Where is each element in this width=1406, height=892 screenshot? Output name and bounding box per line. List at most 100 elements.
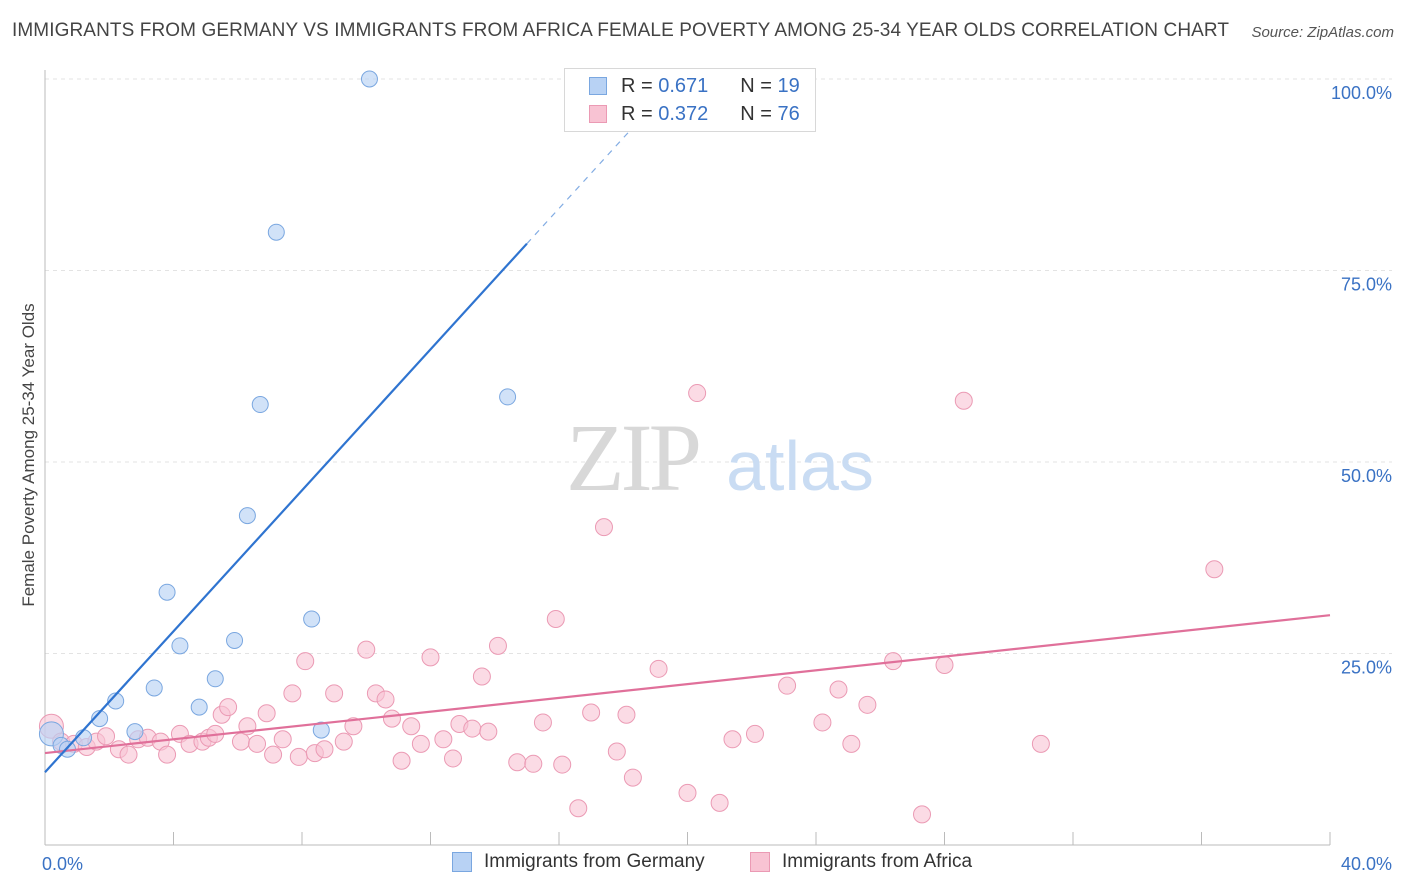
africa-point xyxy=(376,690,395,709)
africa-point xyxy=(710,793,729,812)
africa-point xyxy=(723,730,742,749)
germany-point xyxy=(126,723,144,741)
y-tick-label: 25.0% xyxy=(1341,658,1392,678)
africa-point xyxy=(434,730,453,749)
africa-point xyxy=(411,734,430,753)
germany-point xyxy=(267,223,285,241)
africa-n-value: 76 xyxy=(777,102,800,125)
germany-point xyxy=(206,670,224,688)
africa-point xyxy=(508,753,527,772)
africa-point xyxy=(594,518,613,537)
legend-row-germany: R = 0.671 N = 19 xyxy=(589,73,800,99)
africa-point xyxy=(334,732,353,751)
africa-point xyxy=(479,722,498,741)
germany-point xyxy=(251,396,269,414)
africa-point xyxy=(344,717,363,736)
africa-point xyxy=(463,719,482,738)
axis-layer: 25.0% 50.0% 75.0% 100.0% 0.0% 40.0% xyxy=(42,70,1392,874)
africa-swatch xyxy=(589,105,607,123)
africa-point xyxy=(813,713,832,732)
bottom-germany-swatch xyxy=(452,852,472,872)
africa-point xyxy=(524,754,543,773)
africa-point xyxy=(264,745,283,764)
africa-r-label: R = xyxy=(621,102,653,125)
africa-point xyxy=(623,768,642,787)
africa-point xyxy=(283,684,302,703)
africa-point xyxy=(289,747,308,766)
africa-point xyxy=(582,703,601,722)
africa-point xyxy=(533,713,552,732)
grid-layer xyxy=(45,78,1392,654)
africa-point xyxy=(649,659,668,678)
y-tick-label: 50.0% xyxy=(1341,466,1392,486)
watermark: ZIP atlas xyxy=(566,404,874,511)
trend-layer xyxy=(44,84,1331,773)
africa-points xyxy=(38,384,1224,824)
africa-point xyxy=(913,805,932,824)
germany-point xyxy=(190,698,208,716)
africa-point xyxy=(472,667,491,686)
watermark-zip: ZIP xyxy=(566,404,699,511)
germany-trend-line xyxy=(44,242,528,773)
africa-point xyxy=(273,730,292,749)
germany-point xyxy=(75,729,93,747)
x-tick-label: 40.0% xyxy=(1341,854,1392,874)
africa-point xyxy=(231,732,250,751)
africa-point xyxy=(421,648,440,667)
germany-point xyxy=(158,583,176,601)
africa-n-label: N = xyxy=(740,102,772,125)
y-tick-label: 75.0% xyxy=(1341,275,1392,295)
africa-point xyxy=(688,384,707,403)
africa-point xyxy=(158,745,177,764)
africa-r-value: 0.372 xyxy=(658,102,709,125)
germany-n-label: N = xyxy=(740,74,772,97)
germany-point xyxy=(91,710,109,728)
bottom-germany-label: Immigrants from Germany xyxy=(484,851,705,872)
africa-point xyxy=(935,655,954,674)
africa-point xyxy=(569,799,588,818)
africa-point xyxy=(617,705,636,724)
africa-point xyxy=(219,698,238,717)
africa-point xyxy=(1031,734,1050,753)
africa-point xyxy=(607,742,626,761)
africa-trend-line xyxy=(44,614,1331,755)
germany-point xyxy=(238,507,256,525)
africa-point xyxy=(119,745,138,764)
correlation-legend: R = 0.671 N = 19 R = 0.372 N = 76 xyxy=(564,68,816,132)
africa-point xyxy=(678,783,697,802)
legend-row-africa: R = 0.372 N = 76 xyxy=(589,101,800,127)
africa-point xyxy=(357,640,376,659)
germany-point xyxy=(360,70,378,88)
germany-point xyxy=(145,679,163,697)
watermark-atlas: atlas xyxy=(726,427,874,505)
africa-point xyxy=(392,751,411,770)
germany-point xyxy=(226,631,244,649)
germany-n-value: 19 xyxy=(777,74,800,97)
source-note: Source: ZipAtlas.com xyxy=(1251,24,1394,41)
bottom-legend-germany: Immigrants from Germany xyxy=(452,851,705,873)
x-tick-label: 0.0% xyxy=(42,854,83,874)
bottom-africa-swatch xyxy=(750,852,770,872)
bottom-africa-label: Immigrants from Africa xyxy=(782,851,973,872)
africa-point xyxy=(954,391,973,410)
africa-point xyxy=(402,717,421,736)
germany-point xyxy=(499,388,517,406)
africa-point xyxy=(97,727,116,746)
germany-point xyxy=(312,721,330,739)
africa-point xyxy=(858,695,877,714)
germany-point xyxy=(171,637,189,655)
germany-r-label: R = xyxy=(621,74,653,97)
africa-point xyxy=(553,755,572,774)
africa-point xyxy=(745,724,764,743)
y-tick-label: 100.0% xyxy=(1331,83,1392,103)
chart-title: IMMIGRANTS FROM GERMANY VS IMMIGRANTS FR… xyxy=(12,20,1230,41)
africa-point xyxy=(546,610,565,629)
africa-point xyxy=(488,636,507,655)
africa-point xyxy=(315,740,334,759)
germany-r-value: 0.671 xyxy=(658,74,709,97)
africa-point xyxy=(248,734,267,753)
africa-point xyxy=(842,734,861,753)
africa-point xyxy=(443,749,462,768)
germany-point xyxy=(303,610,321,628)
